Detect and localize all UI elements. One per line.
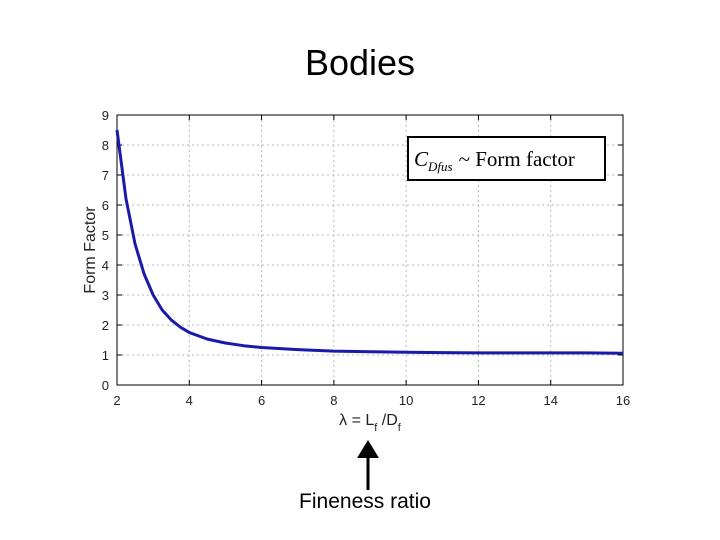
x-tick-label: 16 <box>616 393 630 408</box>
legend: CDfus ~ Form factor <box>407 136 606 181</box>
x-tick-label: 2 <box>113 393 120 408</box>
x-axis-label: λ = Lf /Df <box>339 412 402 434</box>
caption: Fineness ratio <box>299 490 431 513</box>
y-axis-label: Form Factor <box>82 206 99 294</box>
y-tick-label: 0 <box>102 378 109 393</box>
series-line <box>115 129 624 355</box>
arrow-head <box>357 440 379 458</box>
y-tick-label: 1 <box>102 348 109 363</box>
chart-series <box>115 129 624 355</box>
legend-label: CDfus ~ Form factor <box>414 147 575 174</box>
y-tick-label: 7 <box>102 168 109 183</box>
plot-area <box>116 114 624 386</box>
y-tick-label: 2 <box>102 318 109 333</box>
x-tick-label: 8 <box>330 393 337 408</box>
slide-title: Bodies <box>304 42 416 83</box>
legend-box <box>407 136 606 181</box>
x-tick-label: 4 <box>186 393 193 408</box>
y-tick-label: 6 <box>102 198 109 213</box>
y-tick-label: 4 <box>102 258 109 273</box>
y-tick-label: 8 <box>102 138 109 153</box>
y-tick-label: 9 <box>102 108 109 123</box>
arrow <box>357 440 379 490</box>
x-tick-label: 12 <box>471 393 485 408</box>
x-tick-label: 6 <box>258 393 265 408</box>
x-tick-label: 14 <box>543 393 557 408</box>
y-tick-label: 3 <box>102 288 109 303</box>
x-tick-label: 10 <box>399 393 413 408</box>
y-tick-label: 5 <box>102 228 109 243</box>
